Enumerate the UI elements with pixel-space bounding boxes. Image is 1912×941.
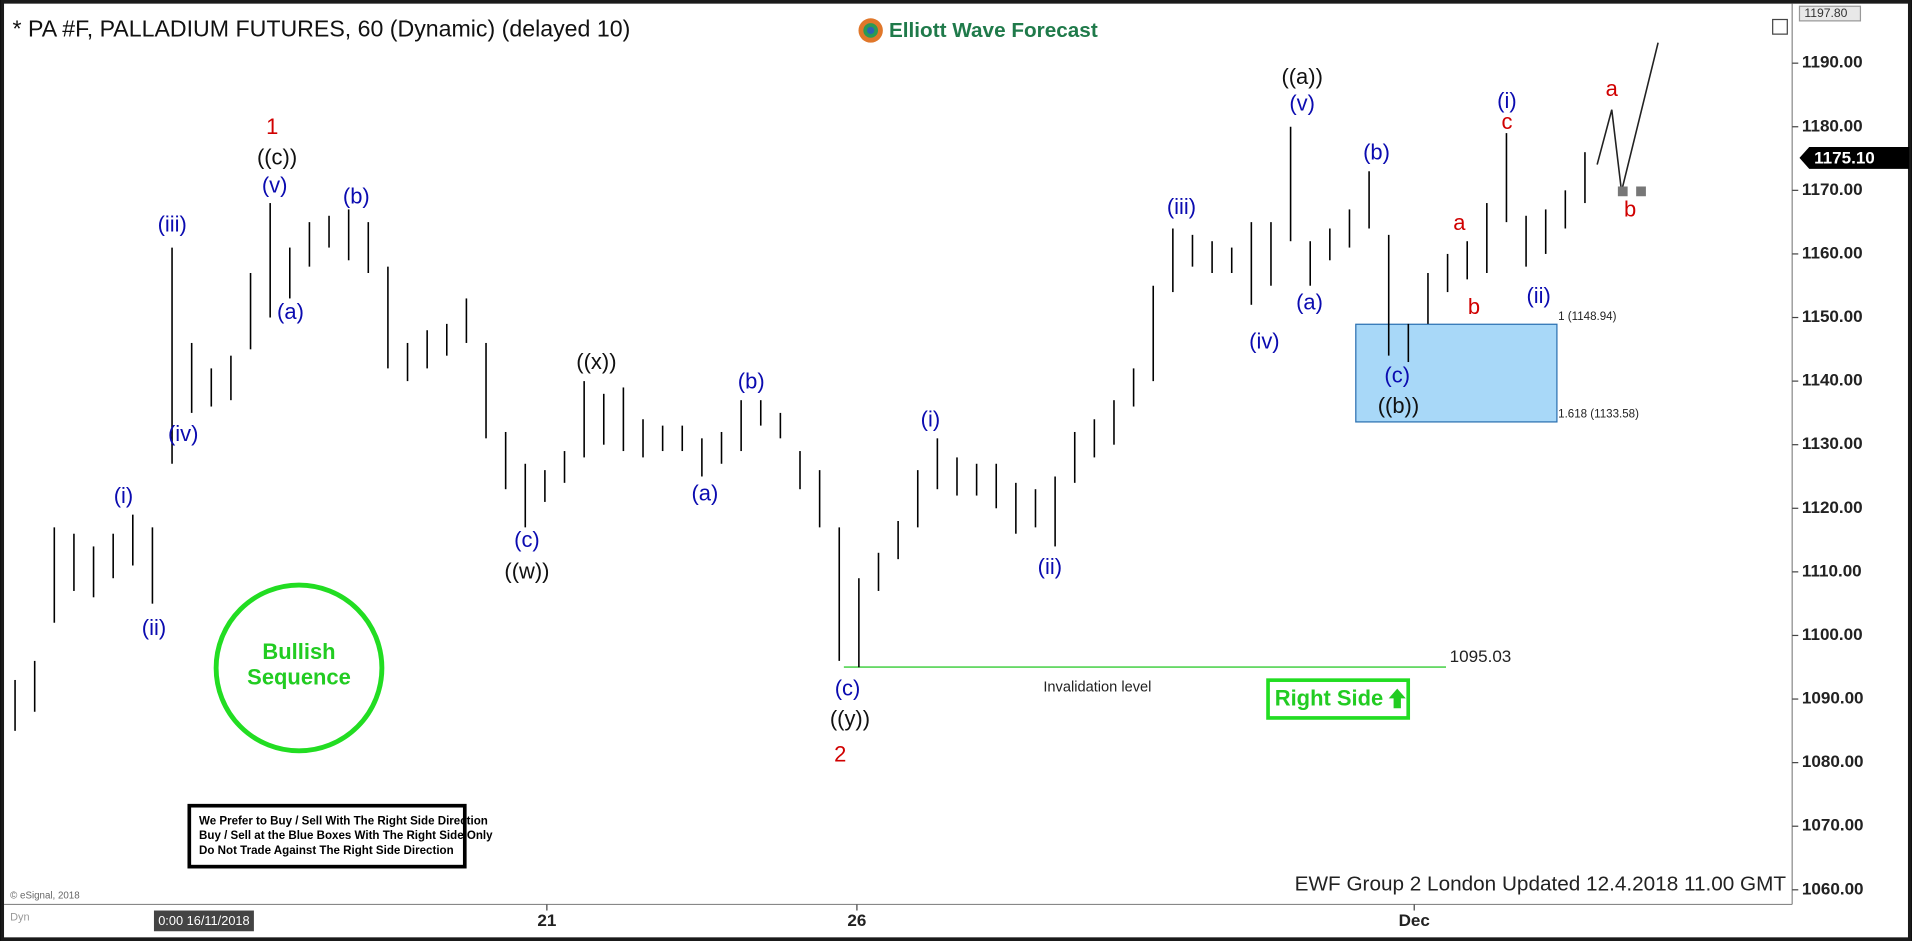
wave-label: c <box>1501 109 1512 134</box>
wave-label: b <box>1624 197 1636 222</box>
invalidation-value: 1095.03 <box>1450 647 1512 666</box>
wave-label: (iii) <box>158 211 187 236</box>
right-side-box <box>1266 678 1411 720</box>
wave-label: (ii) <box>1526 283 1550 308</box>
last-price: 1175.10 <box>1814 149 1875 168</box>
wave-label: 2 <box>834 742 846 767</box>
invalidation-text: Invalidation level <box>1043 680 1151 696</box>
wave-label: (v) <box>262 172 288 197</box>
x-tick-label: 21 <box>537 911 556 930</box>
wave-label: (c) <box>835 676 861 701</box>
y-tick-label: 1190.00 <box>1802 53 1863 72</box>
wave-label: ((w)) <box>504 559 549 584</box>
cursor-label: 0:00 16/11/2018 <box>158 913 249 928</box>
right-side: Right Side <box>1275 685 1383 710</box>
cursor-box <box>153 910 254 932</box>
projection-marker <box>1636 186 1646 197</box>
copyright: © eSignal, 2018 <box>10 890 80 901</box>
wave-label: ((c)) <box>257 144 297 169</box>
wave-label: (b) <box>343 183 370 208</box>
top-value-box <box>1798 5 1862 22</box>
projection-path <box>1596 42 1659 192</box>
top-value: 1197.80 <box>1804 6 1847 20</box>
blue-box-top-label: 1 (1148.94) <box>1558 311 1616 323</box>
bullish-line-2: Sequence <box>247 665 351 690</box>
y-tick-label: 1130.00 <box>1802 434 1863 453</box>
wave-label: a <box>1606 76 1619 101</box>
last-price-tag <box>1799 146 1910 169</box>
wave-label: ((x)) <box>576 349 616 374</box>
y-tick-label: 1180.00 <box>1802 116 1863 135</box>
wave-label: b <box>1468 294 1480 319</box>
y-tick-label: 1080.00 <box>1802 752 1864 771</box>
y-tick-label: 1160.00 <box>1802 243 1863 262</box>
background <box>4 3 1908 938</box>
wave-label: ((b)) <box>1378 393 1419 418</box>
wave-label: 1 <box>266 114 278 139</box>
brand: Elliott Wave Forecast <box>889 19 1098 42</box>
wave-label: (b) <box>738 369 765 394</box>
y-tick-label: 1100.00 <box>1802 625 1863 644</box>
wave-label: (v) <box>1289 91 1315 116</box>
wave-label: ((y)) <box>830 706 870 731</box>
blue-box-bottom-label: 1.618 (1133.58) <box>1558 409 1639 421</box>
chart-title: * PA #F, PALLADIUM FUTURES, 60 (Dynamic)… <box>13 16 631 42</box>
x-tick-label: Dec <box>1399 911 1430 930</box>
wave-label: (a) <box>1296 289 1323 314</box>
y-tick-label: 1120.00 <box>1802 498 1863 517</box>
rules-line: Do Not Trade Against The Right Side Dire… <box>199 845 454 857</box>
dyn: Dyn <box>10 912 30 924</box>
rules-line: Buy / Sell at the Blue Boxes With The Ri… <box>199 830 493 842</box>
wave-label: a <box>1453 210 1466 235</box>
wave-label: (ii) <box>1038 554 1062 579</box>
wave-label: (a) <box>277 299 304 324</box>
rules-box <box>187 803 467 869</box>
rules-line: We Prefer to Buy / Sell With The Right S… <box>199 816 488 828</box>
footer: EWF Group 2 London Updated 12.4.2018 11.… <box>1295 872 1787 895</box>
wave-label: (b) <box>1363 139 1390 164</box>
y-tick-label: 1090.00 <box>1802 689 1864 708</box>
wave-label: (ii) <box>142 615 166 640</box>
brand-logo: Elliott Wave Forecast <box>858 18 1098 43</box>
bullish-circle <box>213 582 385 754</box>
wave-label: (i) <box>1497 88 1517 113</box>
wave-label: (a) <box>691 481 718 506</box>
right-side-arrow <box>1388 688 1406 709</box>
bullish-line-1: Bullish <box>262 639 335 664</box>
x-tick-label: 26 <box>847 911 866 930</box>
wave-label: (iv) <box>168 421 198 446</box>
y-tick-label: 1060.00 <box>1802 879 1864 898</box>
wave-label: (i) <box>114 483 134 508</box>
wave-label: (iii) <box>1167 194 1196 219</box>
wave-label: (c) <box>514 527 540 552</box>
y-tick-label: 1150.00 <box>1802 307 1863 326</box>
wave-label: ((a)) <box>1281 64 1322 89</box>
window-button[interactable] <box>1772 18 1788 35</box>
y-tick-label: 1070.00 <box>1802 816 1864 835</box>
logo-dot <box>867 26 875 35</box>
wave-label: (c) <box>1384 362 1410 387</box>
wave-label: (iv) <box>1249 328 1279 353</box>
projection-marker <box>1617 186 1628 197</box>
wave-label: (i) <box>921 406 941 431</box>
y-tick-label: 1110.00 <box>1802 561 1862 580</box>
y-tick-label: 1170.00 <box>1802 180 1863 199</box>
y-tick-label: 1140.00 <box>1802 371 1863 390</box>
